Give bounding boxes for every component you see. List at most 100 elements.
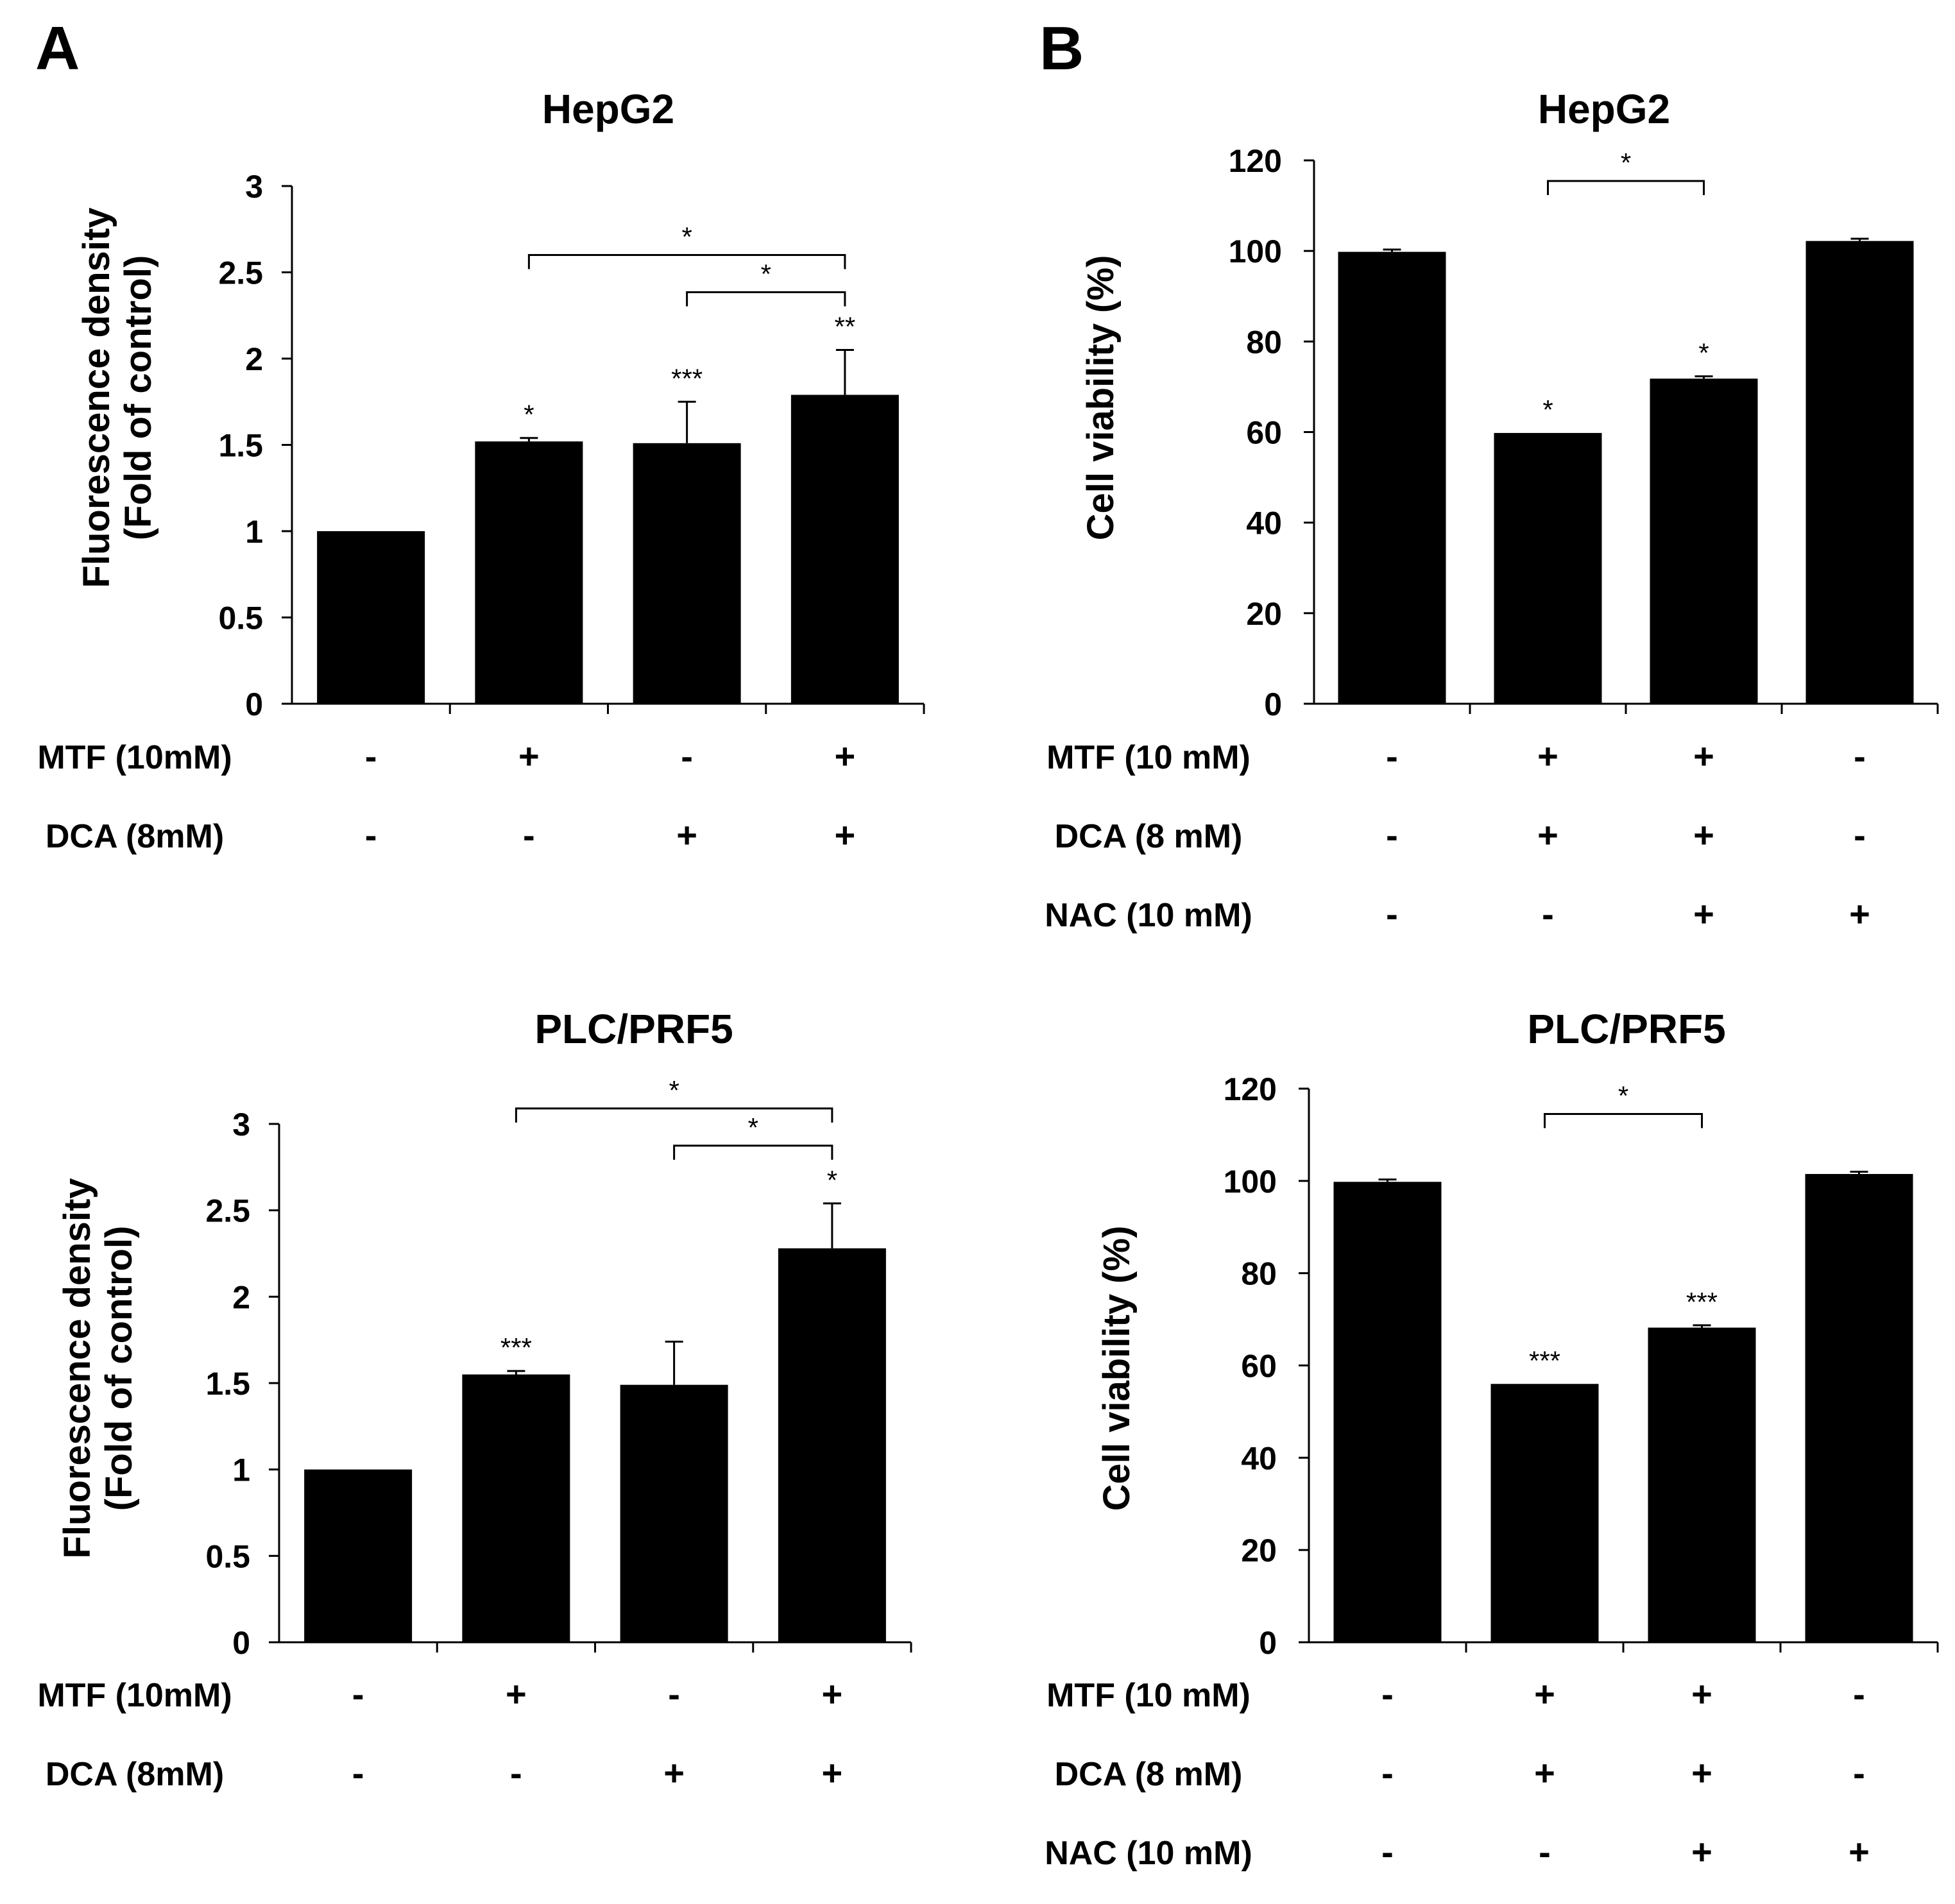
- y-tick-label: 3: [245, 169, 263, 205]
- condition-sign: +: [1693, 815, 1714, 855]
- y-tick-label: 40: [1246, 506, 1282, 541]
- condition-sign: -: [352, 1674, 364, 1714]
- bracket-mark: *: [761, 259, 771, 289]
- bar: [778, 1248, 886, 1642]
- condition-sign: +: [1848, 1832, 1870, 1872]
- y-tick-label: 2.5: [218, 255, 263, 291]
- condition-sign: +: [1691, 1674, 1712, 1714]
- significance-mark: **: [835, 312, 856, 342]
- bar: [1338, 251, 1446, 704]
- condition-sign: +: [518, 736, 540, 776]
- condition-label: DCA (8 mM): [1055, 1756, 1243, 1793]
- condition-sign: +: [822, 1674, 843, 1714]
- significance-mark: ***: [500, 1332, 532, 1363]
- bar: [462, 1374, 570, 1642]
- condition-sign: +: [1534, 1674, 1555, 1714]
- bracket-mark: *: [669, 1075, 679, 1105]
- panel-label-b: B: [1039, 14, 1084, 83]
- condition-sign: -: [1854, 736, 1866, 776]
- condition-sign: +: [1537, 736, 1558, 776]
- y-tick-label: 1: [245, 514, 263, 550]
- y-tick-label: 0: [1259, 1625, 1277, 1661]
- y-tick-label: 60: [1241, 1348, 1277, 1384]
- y-tick-label: 0.5: [205, 1538, 250, 1574]
- significance-mark: *: [827, 1165, 837, 1195]
- y-tick-label: 0: [245, 686, 263, 722]
- condition-sign: -: [523, 815, 535, 855]
- y-tick-label: 0.5: [218, 600, 263, 636]
- bar: [317, 531, 425, 704]
- condition-sign: -: [510, 1753, 522, 1793]
- chart-title: HepG2: [1538, 86, 1670, 132]
- bar: [1494, 432, 1602, 704]
- condition-sign: -: [1381, 1832, 1394, 1872]
- y-tick-label: 120: [1229, 143, 1282, 179]
- y-tick-label: 100: [1229, 234, 1282, 269]
- y-tick-label: 40: [1241, 1440, 1277, 1476]
- y-tick-label: 2: [232, 1279, 250, 1315]
- y-axis-label: Fluorescence density: [56, 1178, 98, 1558]
- panel-label-a: A: [35, 14, 80, 83]
- significance-bracket: [515, 1107, 833, 1123]
- bar: [1806, 241, 1914, 704]
- condition-sign: +: [506, 1674, 527, 1714]
- condition-label: MTF (10 mM): [1046, 1677, 1251, 1714]
- y-tick-label: 2.5: [205, 1193, 250, 1229]
- y-tick-label: 1.5: [218, 428, 263, 464]
- y-tick-label: 20: [1246, 596, 1282, 632]
- condition-sign: -: [1539, 1832, 1551, 1872]
- chart-b-plc: PLC/PRF5 Cell viability (%) 0 20 40 60 80 100 12…: [1045, 1006, 1939, 1872]
- condition-sign: +: [822, 1753, 843, 1793]
- bar: [475, 441, 583, 704]
- condition-label: DCA (8mM): [46, 818, 224, 855]
- significance-bracket: [673, 1144, 833, 1160]
- bar: [1648, 1327, 1756, 1642]
- significance-bracket: [1544, 1112, 1703, 1128]
- significance-bracket: [686, 291, 846, 307]
- condition-sign: -: [1542, 894, 1554, 934]
- y-tick-label: 1: [232, 1452, 250, 1488]
- condition-label: DCA (8 mM): [1055, 818, 1243, 855]
- y-tick-label: 80: [1241, 1256, 1277, 1292]
- y-axis-label-sub: (Fold of control): [98, 1226, 140, 1511]
- condition-sign: +: [1849, 894, 1870, 934]
- condition-sign: -: [1853, 1753, 1865, 1793]
- chart-title: PLC/PRF5: [534, 1006, 733, 1052]
- significance-mark: ***: [1686, 1287, 1718, 1317]
- condition-sign: -: [681, 736, 693, 776]
- bracket-mark: *: [1618, 1080, 1628, 1110]
- condition-sign: -: [1386, 815, 1398, 855]
- condition-label: MTF (10mM): [37, 1677, 232, 1714]
- y-tick-label: 20: [1241, 1533, 1277, 1568]
- chart-a-plc: PLC/PRF5 Fluorescence density (Fold of con…: [37, 1006, 912, 1793]
- bar: [1333, 1182, 1442, 1642]
- condition-sign: -: [1386, 736, 1398, 776]
- condition-label: NAC (10 mM): [1045, 1835, 1252, 1872]
- bar: [304, 1469, 413, 1642]
- bracket-mark: *: [748, 1112, 758, 1143]
- condition-sign: -: [365, 736, 377, 776]
- significance-mark: ***: [671, 363, 703, 393]
- condition-sign: +: [835, 736, 856, 776]
- y-tick-label: 120: [1224, 1071, 1277, 1107]
- y-tick-label: 60: [1246, 415, 1282, 451]
- y-tick-label: 1.5: [205, 1366, 250, 1402]
- y-tick-label: 3: [232, 1107, 250, 1143]
- condition-sign: -: [1853, 1674, 1865, 1714]
- chart-b-hepg2: HepG2 Cell viability (%) 0 20 40 60 80 100 120 * *…: [1045, 86, 1939, 934]
- condition-sign: +: [1691, 1753, 1712, 1793]
- condition-sign: +: [1693, 894, 1714, 934]
- significance-mark: ***: [1529, 1345, 1560, 1375]
- y-tick-label: 2: [245, 341, 263, 377]
- y-axis-label: Cell viability (%): [1080, 255, 1122, 541]
- bar: [620, 1384, 728, 1642]
- condition-sign: +: [1534, 1753, 1555, 1793]
- y-tick-label: 0: [232, 1625, 250, 1661]
- y-axis-label-sub: (Fold of control): [117, 255, 159, 541]
- condition-sign: -: [365, 815, 377, 855]
- condition-label: NAC (10 mM): [1045, 897, 1252, 934]
- condition-sign: +: [1693, 736, 1714, 776]
- bracket-mark: *: [681, 222, 692, 252]
- condition-sign: -: [668, 1674, 680, 1714]
- bar: [1805, 1174, 1913, 1642]
